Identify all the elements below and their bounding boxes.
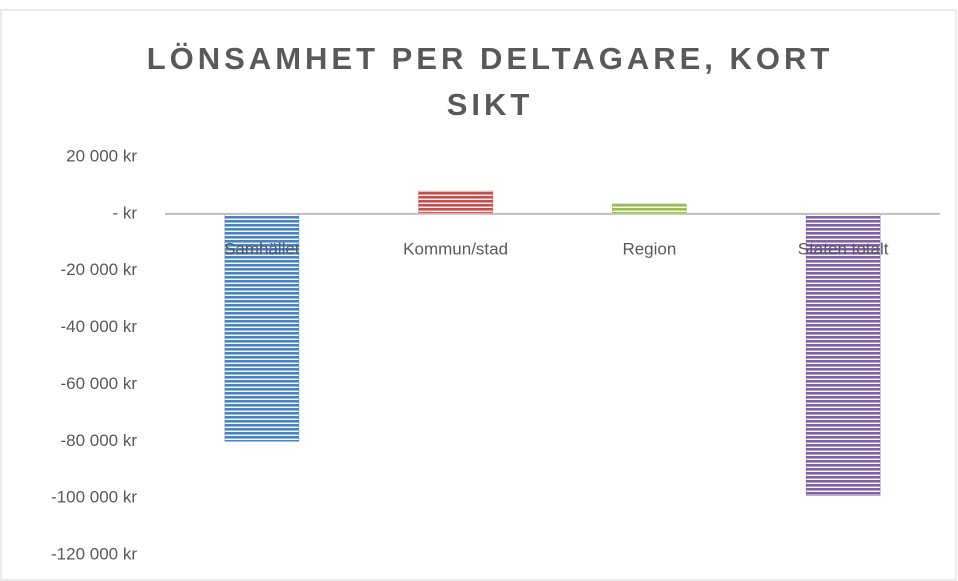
y-tick-label: -20 000 kr bbox=[60, 260, 137, 279]
y-tick-label: 20 000 kr bbox=[66, 146, 137, 165]
bar bbox=[612, 203, 687, 215]
y-tick-label: -100 000 kr bbox=[51, 488, 137, 507]
bar bbox=[805, 213, 881, 496]
y-tick-label: -80 000 kr bbox=[60, 431, 137, 450]
x-tick-label: Staten totalt bbox=[798, 239, 889, 258]
chart-title: LÖNSAMHET PER DELTAGARE, KORT SIKT bbox=[146, 41, 834, 122]
y-tick-label: -40 000 kr bbox=[60, 317, 137, 336]
chart-border bbox=[0, 9, 957, 581]
bar bbox=[224, 213, 300, 442]
x-tick-label: Samhället bbox=[224, 239, 300, 258]
y-tick-label: - kr bbox=[112, 203, 137, 222]
x-tick-label: Region bbox=[622, 239, 676, 258]
y-tick-label: -60 000 kr bbox=[60, 374, 137, 393]
y-tick-label: -120 000 kr bbox=[51, 544, 137, 563]
bar bbox=[418, 190, 493, 215]
x-tick-label: Kommun/stad bbox=[403, 239, 508, 258]
